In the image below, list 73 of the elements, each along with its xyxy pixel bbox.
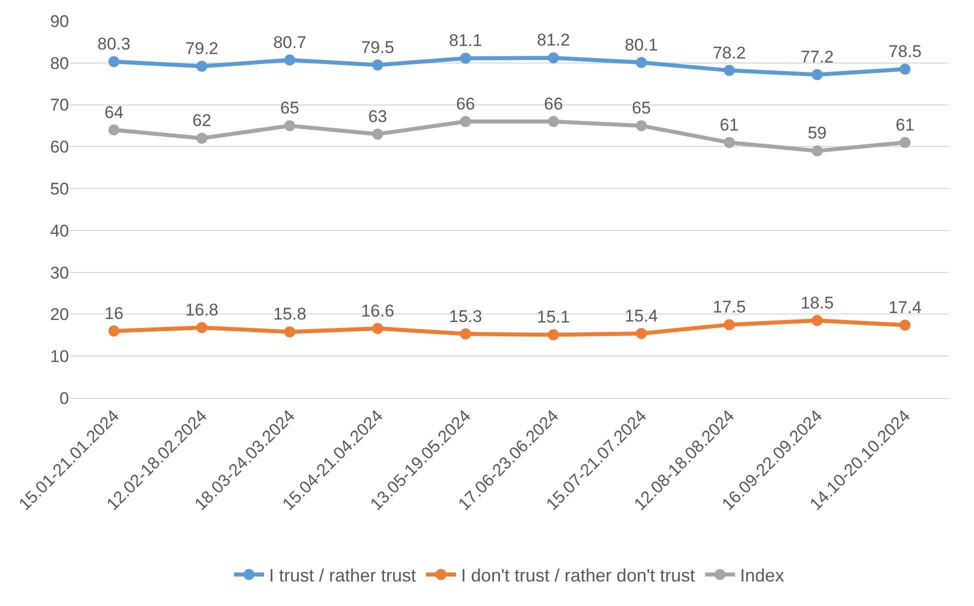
point — [284, 54, 296, 66]
data-label: 15.4 — [624, 306, 658, 326]
point — [812, 315, 823, 326]
y-tick-label: 30 — [50, 263, 69, 282]
data-label: 59 — [808, 124, 827, 143]
data-label: 15.1 — [536, 308, 570, 327]
point — [900, 64, 911, 75]
point — [900, 136, 911, 148]
data-label: 18.5 — [800, 293, 834, 312]
point — [108, 325, 120, 336]
point — [548, 329, 559, 340]
data-label: 81.1 — [449, 31, 482, 50]
point — [196, 60, 208, 72]
data-label: 15.8 — [273, 304, 306, 324]
y-tick-label: 20 — [50, 305, 69, 324]
y-tick-label: 40 — [50, 221, 69, 240]
point — [372, 59, 384, 70]
y-tick-label: 90 — [50, 12, 69, 31]
point — [372, 322, 384, 334]
point — [460, 328, 472, 340]
point — [548, 116, 559, 128]
point — [108, 124, 120, 136]
data-label: 79.2 — [185, 39, 218, 58]
y-tick-label: 50 — [50, 180, 69, 199]
point — [460, 116, 472, 128]
y-tick-label: 60 — [50, 138, 69, 157]
legend-label: I trust / rather trust — [269, 566, 416, 586]
point — [900, 320, 911, 331]
data-label: 16.8 — [185, 300, 218, 320]
data-label: 66 — [544, 94, 563, 114]
y-tick-label: 10 — [50, 347, 69, 366]
point — [284, 326, 296, 338]
point — [548, 52, 559, 64]
data-label: 77.2 — [800, 47, 834, 66]
data-label: 64 — [104, 102, 124, 122]
data-label: 66 — [456, 94, 476, 114]
data-label: 61 — [720, 115, 739, 134]
point — [196, 132, 208, 144]
data-label: 17.4 — [888, 298, 922, 317]
point — [196, 322, 208, 334]
point — [812, 69, 823, 80]
point — [724, 319, 735, 330]
y-tick-label: 0 — [60, 388, 69, 408]
data-label: 65 — [632, 98, 651, 118]
data-label: 78.5 — [888, 42, 922, 62]
data-label: 78.2 — [712, 43, 746, 62]
point — [636, 56, 647, 68]
legend-label: Index — [740, 566, 784, 586]
point — [372, 128, 384, 140]
y-tick-label: 80 — [50, 54, 69, 73]
data-label: 17.5 — [712, 298, 746, 317]
point — [108, 56, 120, 68]
point — [636, 120, 647, 132]
data-label: 61 — [896, 115, 915, 134]
point — [812, 145, 823, 156]
data-label: 79.5 — [361, 38, 394, 57]
data-label: 16 — [104, 304, 124, 323]
data-label: 63 — [368, 106, 388, 126]
point — [724, 64, 735, 76]
data-label: 81.2 — [536, 30, 570, 50]
point — [460, 52, 472, 64]
data-label: 80.7 — [273, 32, 306, 52]
y-tick-label: 70 — [50, 96, 69, 115]
data-label: 62 — [192, 111, 212, 130]
data-label: 65 — [280, 98, 300, 118]
data-label: 80.1 — [624, 35, 658, 54]
point — [284, 120, 296, 132]
legend-label: I don't trust / rather don't trust — [461, 566, 696, 586]
point — [724, 136, 735, 148]
point — [636, 328, 647, 339]
data-label: 16.6 — [361, 301, 394, 320]
data-label: 15.3 — [449, 306, 482, 326]
data-label: 80.3 — [97, 34, 130, 54]
